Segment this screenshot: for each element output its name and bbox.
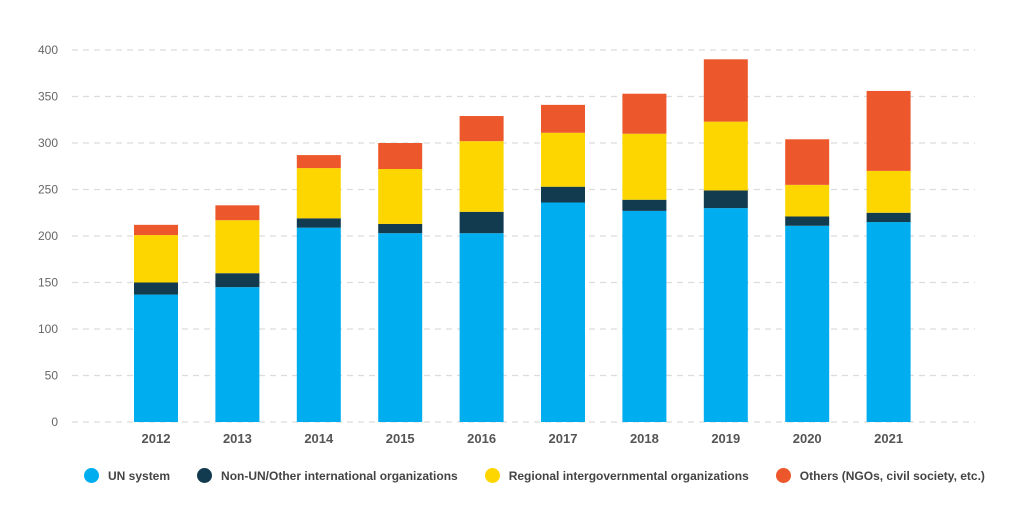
bar-2013-series-0 [215, 287, 260, 422]
bar-2013-series-3 [215, 205, 260, 221]
y-axis: 0 50 100 150 200 250 300 350 400 [38, 43, 58, 429]
bar-2018-series-0 [622, 210, 667, 422]
bar-2014-series-2 [296, 168, 341, 219]
legend-item-non-un: Non-UN/Other international organizations [197, 468, 458, 483]
bar-2020-series-0 [785, 225, 830, 422]
bar-2021-series-2 [866, 170, 911, 213]
legend-swatch-non-un [197, 468, 213, 483]
bar-2013-series-2 [215, 220, 260, 274]
x-tick-label: 2014 [304, 431, 334, 446]
bar-2017-series-1 [541, 186, 585, 203]
bar-2012-series-2 [134, 235, 178, 283]
y-tick-label: 50 [45, 369, 59, 383]
bar-2021-series-0 [866, 222, 911, 422]
bar-2012-series-1 [134, 282, 178, 295]
bar-2015-series-1 [378, 223, 423, 234]
legend-item-others: Others (NGOs, civil society, etc.) [775, 468, 985, 483]
bar-2017-series-2 [541, 132, 585, 187]
x-tick-label: 2021 [874, 431, 903, 446]
bar-2014-series-0 [296, 227, 341, 422]
bar-2018-series-3 [622, 93, 667, 134]
x-tick-label: 2018 [630, 431, 659, 446]
legend-label-un-system: UN system [108, 468, 171, 483]
y-tick-label: 350 [38, 90, 58, 104]
bar-2016-series-0 [459, 233, 504, 422]
bar-2016-series-2 [459, 141, 504, 212]
x-tick-label: 2016 [467, 431, 496, 446]
bar-2019-series-1 [703, 190, 748, 209]
legend-swatch-un-system [84, 468, 99, 483]
bar-2019-series-0 [703, 208, 748, 422]
bar-2015-series-3 [378, 143, 423, 170]
legend-swatch-others [775, 468, 791, 483]
y-tick-label: 100 [38, 322, 58, 336]
bar-2020-series-3 [785, 139, 830, 185]
legend-label-others: Others (NGOs, civil society, etc.) [799, 468, 985, 483]
bar-2012-series-0 [134, 294, 178, 422]
x-tick-label: 2015 [386, 431, 415, 446]
x-tick-label: 2012 [142, 431, 171, 446]
bar-2021-series-3 [866, 90, 911, 171]
bar-2019-series-2 [703, 121, 748, 191]
y-tick-label: 250 [38, 183, 58, 197]
legend-label-non-un: Non-UN/Other international organizations [221, 468, 458, 483]
y-tick-label: 150 [38, 276, 58, 290]
bar-2019-series-3 [703, 59, 748, 122]
y-tick-label: 300 [38, 136, 58, 150]
y-tick-label: 400 [38, 43, 58, 57]
x-tick-label: 2013 [223, 431, 252, 446]
bar-2016-series-3 [459, 116, 504, 142]
x-tick-label: 2017 [549, 431, 578, 446]
bar-2015-series-2 [378, 169, 423, 224]
legend-item-un-system: UN system [84, 468, 170, 483]
bar-2021-series-1 [866, 212, 911, 223]
bar-2020-series-2 [785, 184, 830, 217]
bar-2017-series-3 [541, 104, 585, 133]
y-tick-label: 0 [51, 415, 58, 429]
bar-2018-series-2 [622, 133, 667, 200]
x-axis: 2012 2013 2014 2015 2016 2017 2018 2019 2020 2021 [142, 431, 904, 446]
bar-2018-series-1 [622, 199, 667, 211]
bars [134, 59, 911, 422]
bar-2020-series-1 [785, 216, 830, 226]
bar-2017-series-0 [541, 202, 585, 422]
bar-2013-series-1 [215, 273, 260, 288]
bar-2015-series-0 [378, 233, 423, 422]
legend-item-regional: Regional intergovernmental organizations [484, 468, 749, 483]
legend-swatch-regional [484, 468, 500, 483]
x-tick-label: 2019 [711, 431, 740, 446]
bar-2014-series-1 [296, 218, 341, 228]
legend-label-regional: Regional intergovernmental organizations [508, 468, 749, 483]
y-tick-label: 200 [38, 229, 58, 243]
bar-2014-series-3 [296, 155, 341, 169]
x-tick-label: 2020 [793, 431, 822, 446]
bar-2016-series-1 [459, 211, 504, 234]
bar-2012-series-3 [134, 224, 178, 236]
legend: UN system Non-UN/Other international org… [84, 468, 1012, 483]
gridlines [72, 49, 975, 423]
